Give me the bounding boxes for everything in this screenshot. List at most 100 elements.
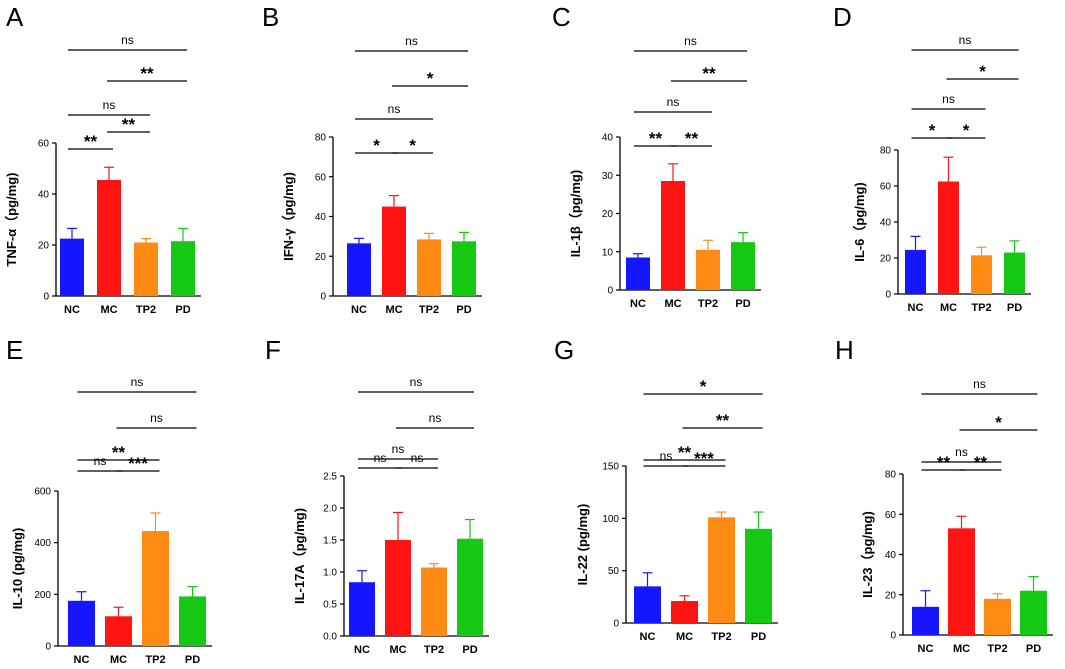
panel-g-significance-label: ** <box>716 411 730 430</box>
panel-b-y-tick-label: 40 <box>315 212 327 223</box>
panel-a-x-tick-label-pd: PD <box>175 304 190 316</box>
panel-d-y-tick-label: 80 <box>880 146 892 157</box>
panel-e-x-tick-label-nc: NC <box>74 654 90 666</box>
panel-a-y-tick-label: 40 <box>38 190 50 201</box>
panel-e-x-tick-label-tp2: TP2 <box>145 654 165 666</box>
panel-b-significance-label: * <box>427 69 434 88</box>
panel-b-significance-label: * <box>373 136 380 155</box>
panel-d-x-tick-label-tp2: TP2 <box>971 302 991 314</box>
panel-f-y-tick-label: 2.5 <box>323 472 337 483</box>
panel-d-bar-pd <box>1004 252 1025 294</box>
panel-a-x-tick-label-mc: MC <box>100 304 117 316</box>
panel-f-y-tick-label: 1.0 <box>323 568 337 579</box>
panel-a-letter: A <box>6 2 24 32</box>
panel-f-significance-label: ns <box>410 375 423 389</box>
panel-f-y-tick-label: 2.0 <box>323 504 337 515</box>
panel-e-y-tick-label: 0 <box>45 642 51 653</box>
panel-a-y-tick-label: 60 <box>38 139 50 150</box>
panel-a-significance-label: ** <box>122 115 136 134</box>
panel-b-bar-tp2 <box>417 239 441 296</box>
panel-g-significance-label: ** <box>678 443 692 462</box>
panel-g-significance-label: * <box>700 377 707 396</box>
panel-g-x-tick-label-nc: NC <box>640 631 656 643</box>
panel-g-y-tick-label: 0 <box>613 619 619 630</box>
panel-g-y-tick-label: 50 <box>608 566 620 577</box>
panel-f-x-tick-label-mc: MC <box>389 644 406 656</box>
panel-h-x-tick-label-tp2: TP2 <box>987 643 1007 655</box>
panel-h-y-tick-label: 40 <box>885 550 897 561</box>
panel-b-y-tick-label: 0 <box>320 292 326 303</box>
panel-e-significance-label: ns <box>131 375 144 389</box>
panel-g-bar-tp2 <box>708 517 735 623</box>
panel-c-y-tick-label: 20 <box>602 209 614 220</box>
panel-b-significance-label: ns <box>405 34 418 48</box>
panel-c-letter: C <box>552 2 571 32</box>
panel-a-significance-label: ns <box>121 33 134 47</box>
panel-h-bar-mc <box>948 528 975 635</box>
panel-g-y-tick-label: 100 <box>602 514 619 525</box>
panel-c-x-tick-label-tp2: TP2 <box>698 298 718 310</box>
panel-d-significance-label: ns <box>959 33 972 47</box>
panel-e-significance-label: ns <box>150 411 163 425</box>
panel-g-x-tick-label-mc: MC <box>676 631 693 643</box>
panel-d-y-tick-label: 20 <box>880 254 892 265</box>
panel-b-bar-pd <box>452 241 476 296</box>
panel-b-x-tick-label-pd: PD <box>456 304 471 316</box>
panel-d-x-tick-label-nc: NC <box>908 302 924 314</box>
panel-c-significance-label: ** <box>685 129 699 148</box>
panel-a-y-tick-label: 0 <box>43 292 49 303</box>
panel-c-bar-mc <box>661 180 685 290</box>
panel-d-bar-tp2 <box>971 255 992 294</box>
panel-c-significance-label: ** <box>702 64 716 83</box>
panel-b-significance-label: * <box>409 136 416 155</box>
panel-d-y-tick-label: 60 <box>880 182 892 193</box>
panel-f-significance-label: ns <box>392 442 405 456</box>
panel-g-significance-label: *** <box>694 449 714 468</box>
panel-e-significance-label: ns <box>94 454 107 468</box>
panel-f-x-tick-label-nc: NC <box>354 644 370 656</box>
panel-a-bar-pd <box>171 241 195 296</box>
panel-d-significance-label: ns <box>942 92 955 106</box>
panel-h-x-tick-label-pd: PD <box>1026 643 1041 655</box>
panel-d-y-tick-label: 0 <box>885 290 891 301</box>
panel-g-x-tick-label-tp2: TP2 <box>711 631 731 643</box>
panel-h-significance-label: ns <box>955 445 968 459</box>
panel-f-bar-pd <box>457 538 483 636</box>
panel-b-y-tick-label: 80 <box>315 133 327 144</box>
panel-f-significance-label: ns <box>411 451 424 465</box>
panel-h-bar-nc <box>912 606 939 635</box>
panel-f-bar-nc <box>349 582 375 636</box>
panel-g-y-tick-label: 150 <box>602 462 619 473</box>
panel-d-bar-mc <box>938 181 959 294</box>
panel-c-x-tick-label-nc: NC <box>630 298 646 310</box>
panel-e-bar-mc <box>105 616 132 646</box>
panel-h-y-tick-label: 20 <box>885 590 897 601</box>
panel-g-letter: G <box>554 335 574 365</box>
panel-d-x-tick-label-mc: MC <box>940 302 957 314</box>
panel-a-bar-mc <box>97 179 121 296</box>
panel-a-x-tick-label-tp2: TP2 <box>136 304 156 316</box>
panel-f-y-tick-label: 0.5 <box>323 600 337 611</box>
panel-a-y-axis-label: TNF-α（pg/mg) <box>4 173 19 267</box>
panel-d-y-axis-label: IL-6（pg/mg) <box>852 182 867 261</box>
panel-e-y-tick-label: 200 <box>34 590 51 601</box>
panel-d-significance-label: * <box>979 62 986 81</box>
panel-b-y-axis-label: IFN-γ（pg/mg) <box>281 172 296 261</box>
panel-a-significance-label: ns <box>103 98 116 112</box>
panel-b-y-tick-label: 20 <box>315 252 327 263</box>
panel-c-significance-label: ns <box>667 95 680 109</box>
panel-g-bar-pd <box>745 528 772 623</box>
panel-h-significance-label: ns <box>973 377 986 391</box>
panel-e-x-tick-label-pd: PD <box>185 654 200 666</box>
panel-c-bar-pd <box>731 242 755 290</box>
panel-c-y-tick-label: 0 <box>607 286 613 297</box>
panel-c-y-axis-label: IL-1β（pg/mg) <box>568 170 583 257</box>
panel-h-x-tick-label-nc: NC <box>918 643 934 655</box>
panel-e-x-tick-label-mc: MC <box>110 654 127 666</box>
panel-c-y-tick-label: 10 <box>602 247 614 258</box>
panel-c-significance-label: ** <box>649 129 663 148</box>
panel-d-x-tick-label-pd: PD <box>1007 302 1022 314</box>
panel-c-x-tick-label-pd: PD <box>735 298 750 310</box>
panel-h-bar-pd <box>1020 590 1047 635</box>
